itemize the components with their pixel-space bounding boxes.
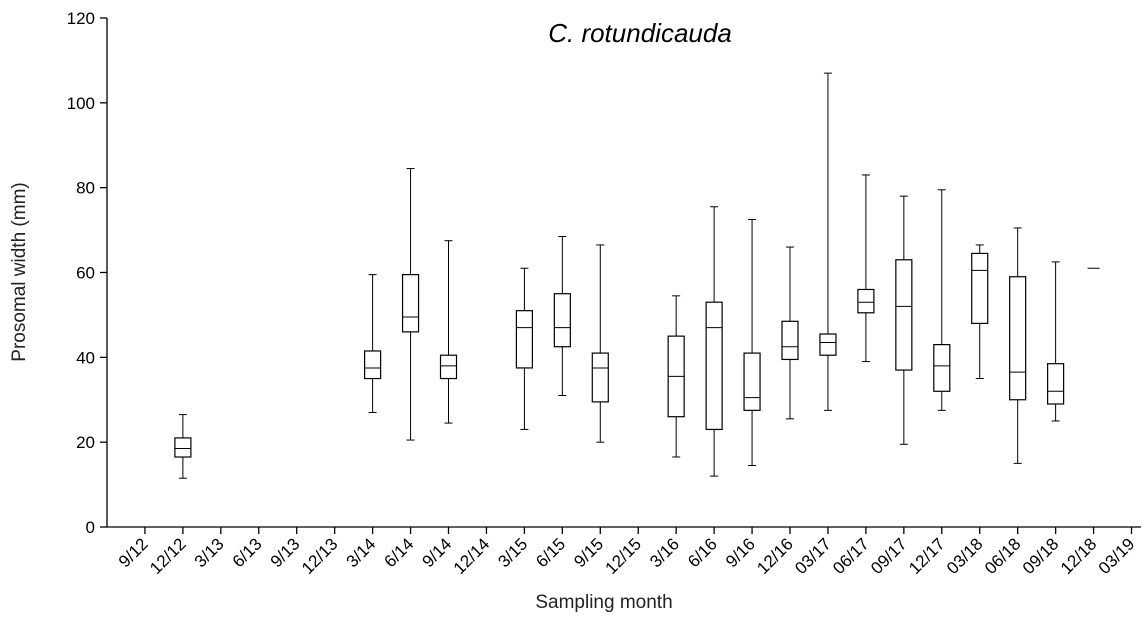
box-mark [857, 174, 875, 363]
x-axis-title: Sampling month [535, 592, 672, 613]
iqr-box [933, 344, 951, 392]
box-mark [591, 244, 609, 443]
x-tick-label: 03/17 [791, 534, 835, 578]
iqr-box [401, 274, 420, 333]
iqr-box [743, 352, 761, 411]
iqr-box [364, 350, 382, 380]
box-mark [667, 295, 685, 458]
y-axis: 0 20 40 60 80 100 120 [67, 9, 108, 537]
box-mark [705, 206, 723, 477]
x-tick-label: 03/19 [1095, 534, 1139, 578]
x-tick-label: 09/17 [867, 534, 911, 578]
y-tick-label: 120 [67, 9, 95, 28]
y-tick-label: 80 [76, 179, 95, 198]
y-tick-label: 0 [86, 518, 95, 537]
iqr-box [515, 310, 533, 369]
y-tick-label: 20 [76, 433, 95, 452]
box-mark [781, 246, 799, 420]
iqr-box [1009, 276, 1027, 401]
x-tick-label: 3/16 [646, 534, 683, 571]
box-mark [933, 189, 951, 411]
iqr-box [439, 354, 458, 380]
x-tick-label: 6/13 [229, 534, 266, 571]
x-tick-label: 12/15 [602, 534, 646, 578]
x-tick-label: 3/14 [343, 534, 380, 571]
y-tick-label: 60 [76, 264, 95, 283]
iqr-box [971, 252, 989, 325]
x-tick-label: 12/16 [753, 534, 797, 578]
iqr-box [705, 301, 723, 431]
iqr-box [591, 352, 609, 403]
x-tick-label: 12/18 [1057, 534, 1101, 578]
x-tick-label: 3/15 [494, 534, 531, 571]
box-mark [364, 274, 382, 413]
box-mark [895, 195, 913, 445]
x-tick-label: 09/18 [1019, 534, 1063, 578]
box-mark [1009, 227, 1027, 464]
box-mark [819, 72, 837, 411]
iqr-box [553, 293, 571, 348]
iqr-box [174, 437, 192, 458]
x-tick-label: 6/15 [532, 534, 569, 571]
x-tick-label: 12/14 [450, 534, 494, 578]
x-tick-label: 3/13 [191, 534, 228, 571]
x-tick-label: 6/14 [381, 534, 418, 571]
iqr-box [895, 259, 913, 371]
y-tick-label: 40 [76, 348, 95, 367]
x-tick-label: 12/12 [146, 534, 190, 578]
box-mark [439, 240, 458, 424]
iqr-box [781, 320, 799, 361]
box-mark [401, 168, 420, 441]
x-tick-label: 12/13 [298, 534, 342, 578]
iqr-box [857, 288, 875, 314]
x-tick-label: 03/18 [943, 534, 987, 578]
box-mark [971, 244, 989, 380]
iqr-box [1047, 363, 1065, 405]
x-tick-label: 06/18 [981, 534, 1025, 578]
box-mark [515, 267, 533, 430]
x-tick-label: 06/17 [829, 534, 873, 578]
y-axis-title: Prosomal width (mm) [9, 182, 30, 361]
x-tick-label: 12/17 [905, 534, 949, 578]
x-tick-label: 6/16 [684, 534, 721, 571]
box-mark [553, 235, 571, 397]
box-series [174, 72, 1100, 479]
box-mark [743, 218, 761, 466]
y-tick-label: 100 [67, 94, 95, 113]
iqr-box [819, 333, 837, 356]
box-mark [1047, 261, 1065, 422]
chart-title: C. rotundicauda [548, 18, 732, 48]
box-mark [174, 414, 192, 479]
